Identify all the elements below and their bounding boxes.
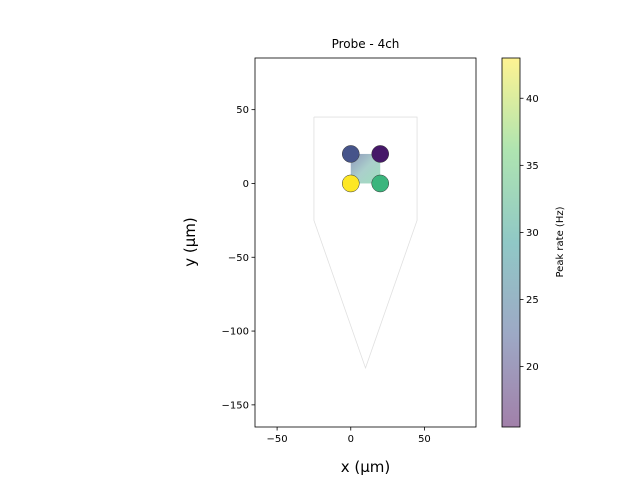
colorbar-frame (501, 57, 521, 428)
colorbar-gradient (502, 58, 520, 427)
colorbar-tick-label: 30 (526, 228, 539, 239)
colorbar: 20 25 30 35 40 (501, 57, 539, 428)
data-point-3 (342, 174, 360, 193)
data-point-2 (371, 145, 389, 163)
plot-area (254, 57, 477, 428)
data-point-4 (371, 174, 389, 193)
colorbar-label: Peak rate (Hz) (555, 206, 566, 277)
colorbar-tick-label: 40 (526, 94, 539, 105)
chart-title: Probe - 4ch (332, 37, 400, 51)
probe-outline (313, 116, 418, 370)
y-axis-ticks: −150 −100 −50 0 50 (222, 105, 255, 411)
y-tick-label: −100 (222, 327, 249, 338)
x-axis-label: x (μm) (341, 458, 391, 476)
colorbar-tick-label: 25 (526, 295, 539, 306)
y-tick-label: 0 (243, 179, 249, 190)
x-tick-label: 50 (418, 434, 431, 445)
x-axis-ticks: −50 0 50 (267, 427, 431, 445)
x-tick-label: 0 (348, 434, 354, 445)
plot-frame (254, 57, 477, 428)
y-tick-label: −150 (222, 400, 249, 411)
y-axis-label: y (μm) (181, 217, 199, 267)
y-tick-label: −50 (228, 253, 249, 264)
colorbar-tick-label: 20 (526, 362, 539, 373)
colorbar-tick-label: 35 (526, 161, 539, 172)
y-tick-label: 50 (236, 105, 249, 116)
x-tick-label: −50 (267, 434, 288, 445)
data-point-1 (342, 145, 360, 163)
